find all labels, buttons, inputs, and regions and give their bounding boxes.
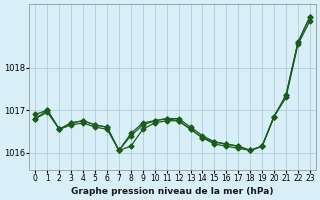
X-axis label: Graphe pression niveau de la mer (hPa): Graphe pression niveau de la mer (hPa) — [71, 187, 274, 196]
